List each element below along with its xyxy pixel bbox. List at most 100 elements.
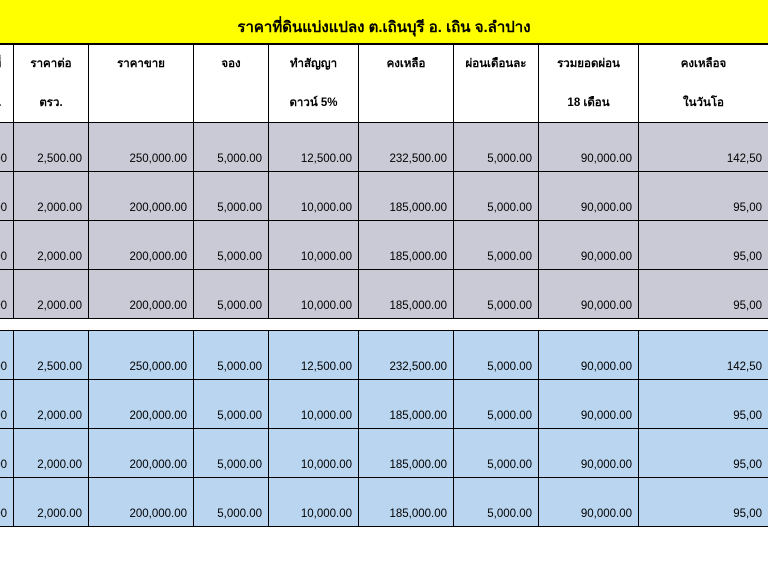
- table-cell: 2,000.00: [14, 270, 89, 319]
- table-cell: 95,00: [639, 429, 768, 478]
- table-cell: 5,000.00: [194, 123, 269, 172]
- table-cell: 5,000.00: [194, 331, 269, 380]
- separator-cell: [0, 319, 768, 331]
- table-cell: 10,000.00: [269, 429, 359, 478]
- table-cell: 10,000.00: [269, 221, 359, 270]
- column-header: จอง: [194, 45, 269, 84]
- table-row: 002,000.00200,000.005,000.0010,000.00185…: [0, 172, 768, 221]
- table-cell: 10,000.00: [269, 172, 359, 221]
- column-header: รวมยอดผ่อน: [539, 45, 639, 84]
- table-cell: 200,000.00: [89, 172, 194, 221]
- title-bar: ราคาที่ดินแบ่งแปลง ต.เถินบุรี อ. เถิน จ.…: [0, 0, 768, 44]
- column-header: คงเหลือ: [359, 45, 454, 84]
- table-cell: 90,000.00: [539, 123, 639, 172]
- table-cell: 5,000.00: [454, 123, 539, 172]
- table-cell: 200,000.00: [89, 380, 194, 429]
- table-row: 002,500.00250,000.005,000.0012,500.00232…: [0, 123, 768, 172]
- table-row: 002,000.00200,000.005,000.0010,000.00185…: [0, 380, 768, 429]
- table-cell: 5,000.00: [454, 478, 539, 527]
- table-cell: 90,000.00: [539, 478, 639, 527]
- table-cell: 2,000.00: [14, 478, 89, 527]
- column-subheader: รว.: [0, 84, 14, 123]
- price-table: นที่ราคาต่อราคาขายจองทำสัญญาคงเหลือผ่อนเ…: [0, 44, 768, 527]
- table-cell: 185,000.00: [359, 429, 454, 478]
- table-cell: 5,000.00: [194, 429, 269, 478]
- table-row: 002,000.00200,000.005,000.0010,000.00185…: [0, 478, 768, 527]
- table-cell: 00: [0, 478, 14, 527]
- table-cell: 2,000.00: [14, 429, 89, 478]
- group-separator: [0, 319, 768, 331]
- table-cell: 232,500.00: [359, 123, 454, 172]
- table-cell: 95,00: [639, 380, 768, 429]
- table-cell: 185,000.00: [359, 270, 454, 319]
- table-cell: 200,000.00: [89, 478, 194, 527]
- table-cell: 95,00: [639, 221, 768, 270]
- table-cell: 00: [0, 270, 14, 319]
- column-subheader: ในวันโอ: [639, 84, 768, 123]
- column-header: ผ่อนเดือนละ: [454, 45, 539, 84]
- table-cell: 2,500.00: [14, 123, 89, 172]
- table-cell: 00: [0, 221, 14, 270]
- column-subheader: ดาวน์ 5%: [269, 84, 359, 123]
- column-header: นที่: [0, 45, 14, 84]
- column-subheader: [194, 84, 269, 123]
- table-cell: 185,000.00: [359, 221, 454, 270]
- table-cell: 10,000.00: [269, 270, 359, 319]
- table-cell: 5,000.00: [454, 221, 539, 270]
- table-cell: 185,000.00: [359, 172, 454, 221]
- column-subheader: [89, 84, 194, 123]
- table-cell: 95,00: [639, 478, 768, 527]
- table-cell: 2,000.00: [14, 221, 89, 270]
- table-cell: 00: [0, 380, 14, 429]
- table-row: 002,500.00250,000.005,000.0012,500.00232…: [0, 331, 768, 380]
- table-cell: 90,000.00: [539, 380, 639, 429]
- title-text: ราคาที่ดินแบ่งแปลง ต.เถินบุรี อ. เถิน จ.…: [237, 15, 530, 39]
- table-cell: 5,000.00: [194, 270, 269, 319]
- table-body: 002,500.00250,000.005,000.0012,500.00232…: [0, 123, 768, 527]
- table-cell: 00: [0, 172, 14, 221]
- table-cell: 200,000.00: [89, 429, 194, 478]
- table-row: 002,000.00200,000.005,000.0010,000.00185…: [0, 221, 768, 270]
- table-cell: 95,00: [639, 172, 768, 221]
- table-cell: 250,000.00: [89, 123, 194, 172]
- table-cell: 00: [0, 123, 14, 172]
- table-cell: 90,000.00: [539, 221, 639, 270]
- column-header: ราคาขาย: [89, 45, 194, 84]
- column-header: ทำสัญญา: [269, 45, 359, 84]
- table-cell: 5,000.00: [194, 172, 269, 221]
- table-cell: 142,50: [639, 123, 768, 172]
- column-header: ราคาต่อ: [14, 45, 89, 84]
- column-subheader: [454, 84, 539, 123]
- table-cell: 00: [0, 331, 14, 380]
- column-subheader: 18 เดือน: [539, 84, 639, 123]
- table-cell: 12,500.00: [269, 331, 359, 380]
- column-subheader: [359, 84, 454, 123]
- spreadsheet-view: ราคาที่ดินแบ่งแปลง ต.เถินบุรี อ. เถิน จ.…: [0, 0, 768, 576]
- table-cell: 200,000.00: [89, 221, 194, 270]
- table-cell: 2,000.00: [14, 380, 89, 429]
- table-cell: 90,000.00: [539, 331, 639, 380]
- table-cell: 5,000.00: [194, 478, 269, 527]
- table-cell: 90,000.00: [539, 172, 639, 221]
- column-subheader: ตรว.: [14, 84, 89, 123]
- table-cell: 2,000.00: [14, 172, 89, 221]
- table-cell: 142,50: [639, 331, 768, 380]
- table-cell: 90,000.00: [539, 429, 639, 478]
- table-row: 002,000.00200,000.005,000.0010,000.00185…: [0, 429, 768, 478]
- table-cell: 5,000.00: [194, 221, 269, 270]
- table-cell: 90,000.00: [539, 270, 639, 319]
- table-cell: 10,000.00: [269, 478, 359, 527]
- table-cell: 95,00: [639, 270, 768, 319]
- table-cell: 5,000.00: [454, 270, 539, 319]
- table-cell: 200,000.00: [89, 270, 194, 319]
- table-cell: 00: [0, 429, 14, 478]
- table-cell: 185,000.00: [359, 380, 454, 429]
- table-cell: 10,000.00: [269, 380, 359, 429]
- table-row: 002,000.00200,000.005,000.0010,000.00185…: [0, 270, 768, 319]
- table-cell: 5,000.00: [454, 331, 539, 380]
- table-header: นที่ราคาต่อราคาขายจองทำสัญญาคงเหลือผ่อนเ…: [0, 45, 768, 123]
- table-cell: 5,000.00: [454, 380, 539, 429]
- table-cell: 5,000.00: [194, 380, 269, 429]
- table-cell: 5,000.00: [454, 172, 539, 221]
- table-cell: 185,000.00: [359, 478, 454, 527]
